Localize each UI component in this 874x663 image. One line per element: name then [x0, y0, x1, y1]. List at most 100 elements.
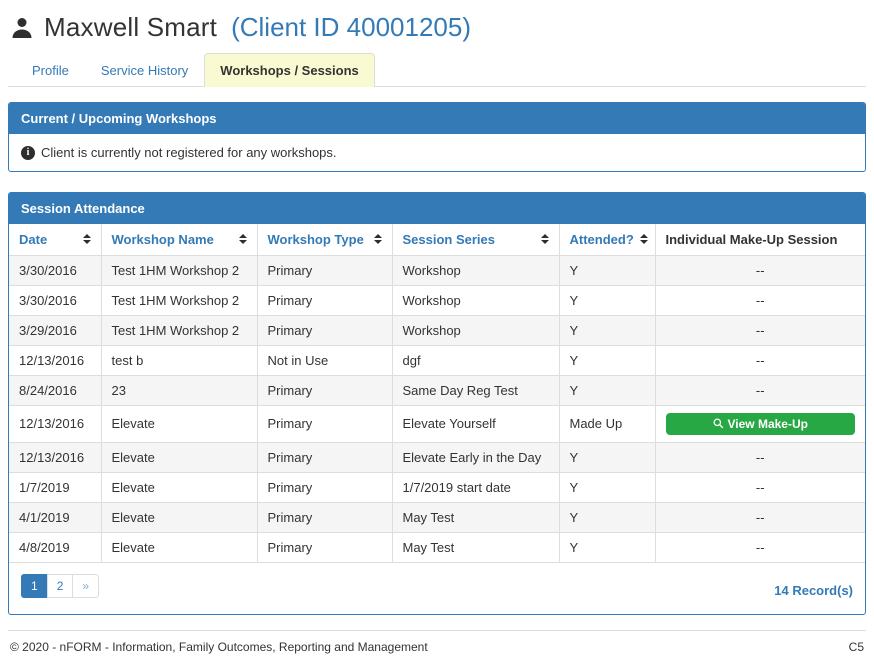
cell-date: 3/30/2016: [9, 285, 102, 316]
cell-date: 4/1/2019: [9, 502, 102, 533]
view-makeup-button[interactable]: View Make-Up: [665, 412, 855, 435]
cell-workshop-name: Elevate: [101, 472, 258, 503]
pagination: 1 2 »: [21, 573, 100, 598]
cell-workshop-name: Test 1HM Workshop 2: [101, 255, 258, 286]
table-row: 12/13/2016 test b Not in Use dgf Y --: [9, 345, 865, 376]
sort-icon: [540, 234, 549, 245]
column-header-date[interactable]: Date: [9, 224, 102, 256]
page-title: Maxwell Smart (Client ID 40001205): [8, 8, 866, 53]
cell-date: 1/7/2019: [9, 472, 102, 503]
cell-date: 12/13/2016: [9, 405, 102, 443]
pagination-page-1[interactable]: 1: [21, 573, 48, 598]
cell-session-series: 1/7/2019 start date: [392, 472, 560, 503]
cell-date: 12/13/2016: [9, 345, 102, 376]
cell-attended: Y: [559, 315, 656, 346]
cell-workshop-type: Primary: [257, 502, 393, 533]
pagination-page-2[interactable]: 2: [46, 573, 74, 598]
footer-page-code: C5: [848, 639, 864, 654]
cell-session-series: May Test: [392, 532, 560, 563]
cell-makeup: --: [655, 285, 865, 316]
user-icon: [10, 16, 34, 40]
cell-workshop-name: test b: [101, 345, 258, 376]
cell-workshop-type: Primary: [257, 255, 393, 286]
cell-date: 8/24/2016: [9, 375, 102, 406]
site-footer: © 2020 - nFORM - Information, Family Out…: [8, 629, 866, 663]
column-header-workshop-name[interactable]: Workshop Name: [101, 224, 258, 256]
table-row: 3/29/2016 Test 1HM Workshop 2 Primary Wo…: [9, 315, 865, 346]
table-row: 12/13/2016 Elevate Primary Elevate Early…: [9, 442, 865, 473]
table-header-row: Date Workshop Name Workshop Type Session…: [9, 224, 865, 256]
cell-attended: Y: [559, 442, 656, 473]
cell-date: 12/13/2016: [9, 442, 102, 473]
cell-session-series: May Test: [392, 502, 560, 533]
table-row: 3/30/2016 Test 1HM Workshop 2 Primary Wo…: [9, 255, 865, 286]
tab-bar: Profile Service History Workshops / Sess…: [8, 53, 866, 87]
table-row: 12/13/2016 Elevate Primary Elevate Yours…: [9, 405, 865, 443]
upcoming-workshops-panel: Current / Upcoming Workshops i Client is…: [8, 102, 866, 172]
cell-session-series: Workshop: [392, 255, 560, 286]
tab-profile[interactable]: Profile: [32, 63, 69, 78]
sort-icon: [238, 234, 247, 245]
page-container: Maxwell Smart (Client ID 40001205) Profi…: [8, 8, 866, 615]
record-count: 14 Record(s): [774, 582, 853, 598]
cell-makeup: --: [655, 255, 865, 286]
table-row: 4/1/2019 Elevate Primary May Test Y --: [9, 502, 865, 533]
cell-makeup: --: [655, 502, 865, 533]
session-attendance-panel: Session Attendance Date Workshop Name Wo…: [8, 192, 866, 615]
client-name: Maxwell Smart: [44, 12, 218, 42]
cell-date: 4/8/2019: [9, 532, 102, 563]
cell-attended: Y: [559, 255, 656, 286]
cell-workshop-type: Primary: [257, 315, 393, 346]
tab-service-history[interactable]: Service History: [100, 63, 189, 78]
cell-session-series: Workshop: [392, 285, 560, 316]
upcoming-workshops-panel-body: i Client is currently not registered for…: [9, 134, 865, 171]
no-workshops-message: Client is currently not registered for a…: [41, 145, 337, 160]
cell-attended: Y: [559, 472, 656, 503]
session-attendance-panel-title: Session Attendance: [9, 193, 865, 224]
cell-attended: Y: [559, 375, 656, 406]
cell-attended: Made Up: [559, 405, 656, 443]
cell-makeup: --: [655, 472, 865, 503]
cell-session-series: dgf: [392, 345, 560, 376]
cell-makeup: View Make-Up: [655, 405, 865, 443]
cell-makeup: --: [655, 315, 865, 346]
tab-workshops-sessions[interactable]: Workshops / Sessions: [204, 53, 375, 87]
cell-attended: Y: [559, 345, 656, 376]
cell-workshop-type: Primary: [257, 405, 393, 443]
cell-workshop-type: Primary: [257, 285, 393, 316]
cell-workshop-type: Primary: [257, 472, 393, 503]
table-row: 3/30/2016 Test 1HM Workshop 2 Primary Wo…: [9, 285, 865, 316]
cell-workshop-name: Elevate: [101, 502, 258, 533]
cell-session-series: Elevate Early in the Day: [392, 442, 560, 473]
cell-workshop-name: Test 1HM Workshop 2: [101, 285, 258, 316]
cell-workshop-type: Not in Use: [257, 345, 393, 376]
cell-workshop-name: 23: [101, 375, 258, 406]
column-header-attended[interactable]: Attended?: [559, 224, 656, 256]
sort-icon: [82, 234, 91, 245]
column-header-makeup-session: Individual Make-Up Session: [655, 224, 865, 256]
client-id: (Client ID 40001205): [231, 12, 471, 42]
cell-makeup: --: [655, 345, 865, 376]
cell-makeup: --: [655, 442, 865, 473]
pagination-next-icon[interactable]: »: [72, 573, 100, 598]
cell-date: 3/30/2016: [9, 255, 102, 286]
table-footer: 1 2 » 14 Record(s): [9, 563, 865, 614]
cell-workshop-type: Primary: [257, 532, 393, 563]
cell-date: 3/29/2016: [9, 315, 102, 346]
column-header-workshop-type[interactable]: Workshop Type: [257, 224, 393, 256]
sort-icon: [373, 234, 382, 245]
search-icon: [713, 418, 723, 428]
cell-workshop-type: Primary: [257, 442, 393, 473]
cell-attended: Y: [559, 502, 656, 533]
table-row: 4/8/2019 Elevate Primary May Test Y --: [9, 532, 865, 563]
cell-workshop-name: Elevate: [101, 442, 258, 473]
sort-icon: [639, 234, 648, 245]
cell-makeup: --: [655, 532, 865, 563]
cell-session-series: Same Day Reg Test: [392, 375, 560, 406]
session-attendance-table: Date Workshop Name Workshop Type Session…: [9, 224, 865, 563]
cell-workshop-name: Elevate: [101, 532, 258, 563]
cell-workshop-name: Elevate: [101, 405, 258, 443]
column-header-session-series[interactable]: Session Series: [392, 224, 560, 256]
upcoming-workshops-panel-title: Current / Upcoming Workshops: [9, 103, 865, 134]
info-icon: i: [21, 145, 35, 160]
